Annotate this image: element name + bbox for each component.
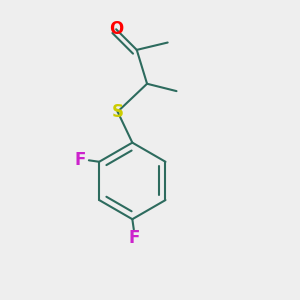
Text: O: O	[109, 20, 123, 38]
Text: S: S	[112, 103, 124, 121]
Text: F: F	[74, 151, 86, 169]
Text: F: F	[128, 229, 140, 247]
